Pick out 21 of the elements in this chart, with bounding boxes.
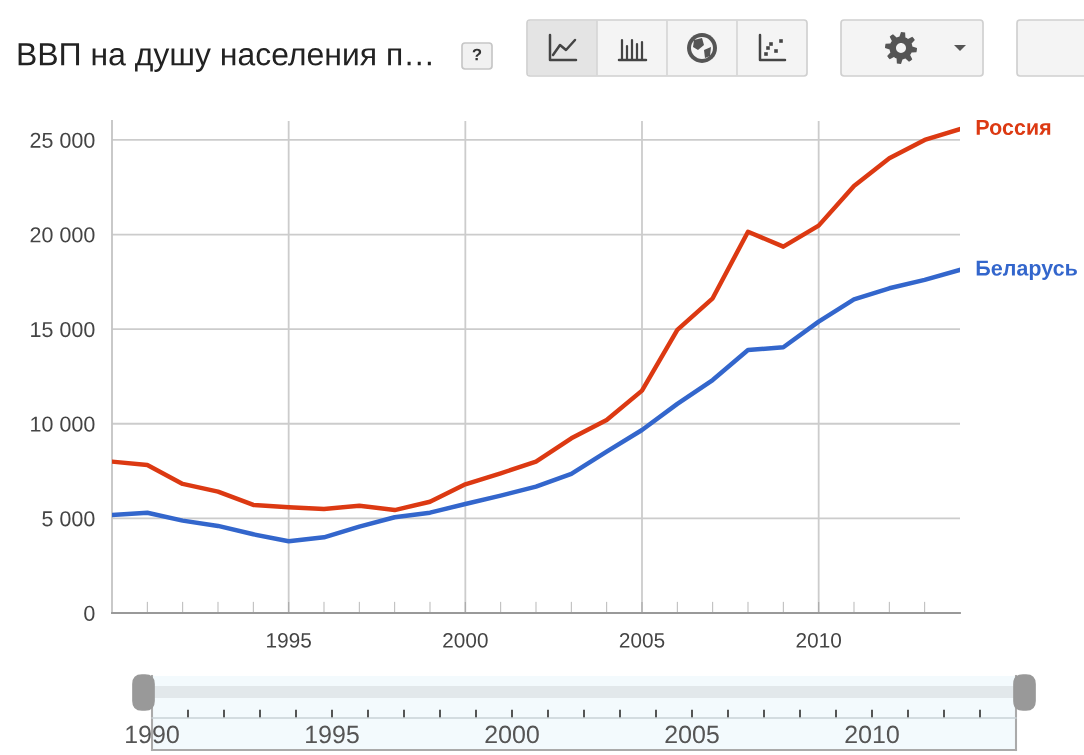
x-tick-label: 2005 — [619, 632, 665, 648]
line-series — [112, 267, 960, 544]
x-tick-label: 2000 — [443, 632, 488, 648]
x-tick-label: 1995 — [267, 632, 311, 648]
y-tick-label: 15 000 — [31, 321, 95, 338]
x2-tick-label: 1990 — [126, 725, 179, 744]
x2-tick-label: 2000 — [485, 725, 539, 744]
series-label: Россия — [976, 119, 1051, 135]
series-label: Беларусь — [976, 260, 1077, 280]
text: ? — [472, 48, 482, 61]
x2-tick-label: 2005 — [665, 725, 719, 744]
chart-title: ВВП на душу населения п… — [18, 43, 431, 72]
y-tick-label: 5 000 — [42, 511, 95, 527]
y-tick-label: 10 000 — [31, 416, 95, 432]
x2-tick-label: 1995 — [306, 725, 359, 744]
x2-tick-label: 2010 — [845, 725, 899, 744]
y-tick-label: 0 — [84, 605, 95, 622]
x-tick-label: 2010 — [796, 632, 842, 648]
y-tick-label: 25 000 — [30, 132, 95, 148]
y-tick-label: 20 000 — [30, 227, 95, 243]
line-series — [112, 126, 960, 513]
